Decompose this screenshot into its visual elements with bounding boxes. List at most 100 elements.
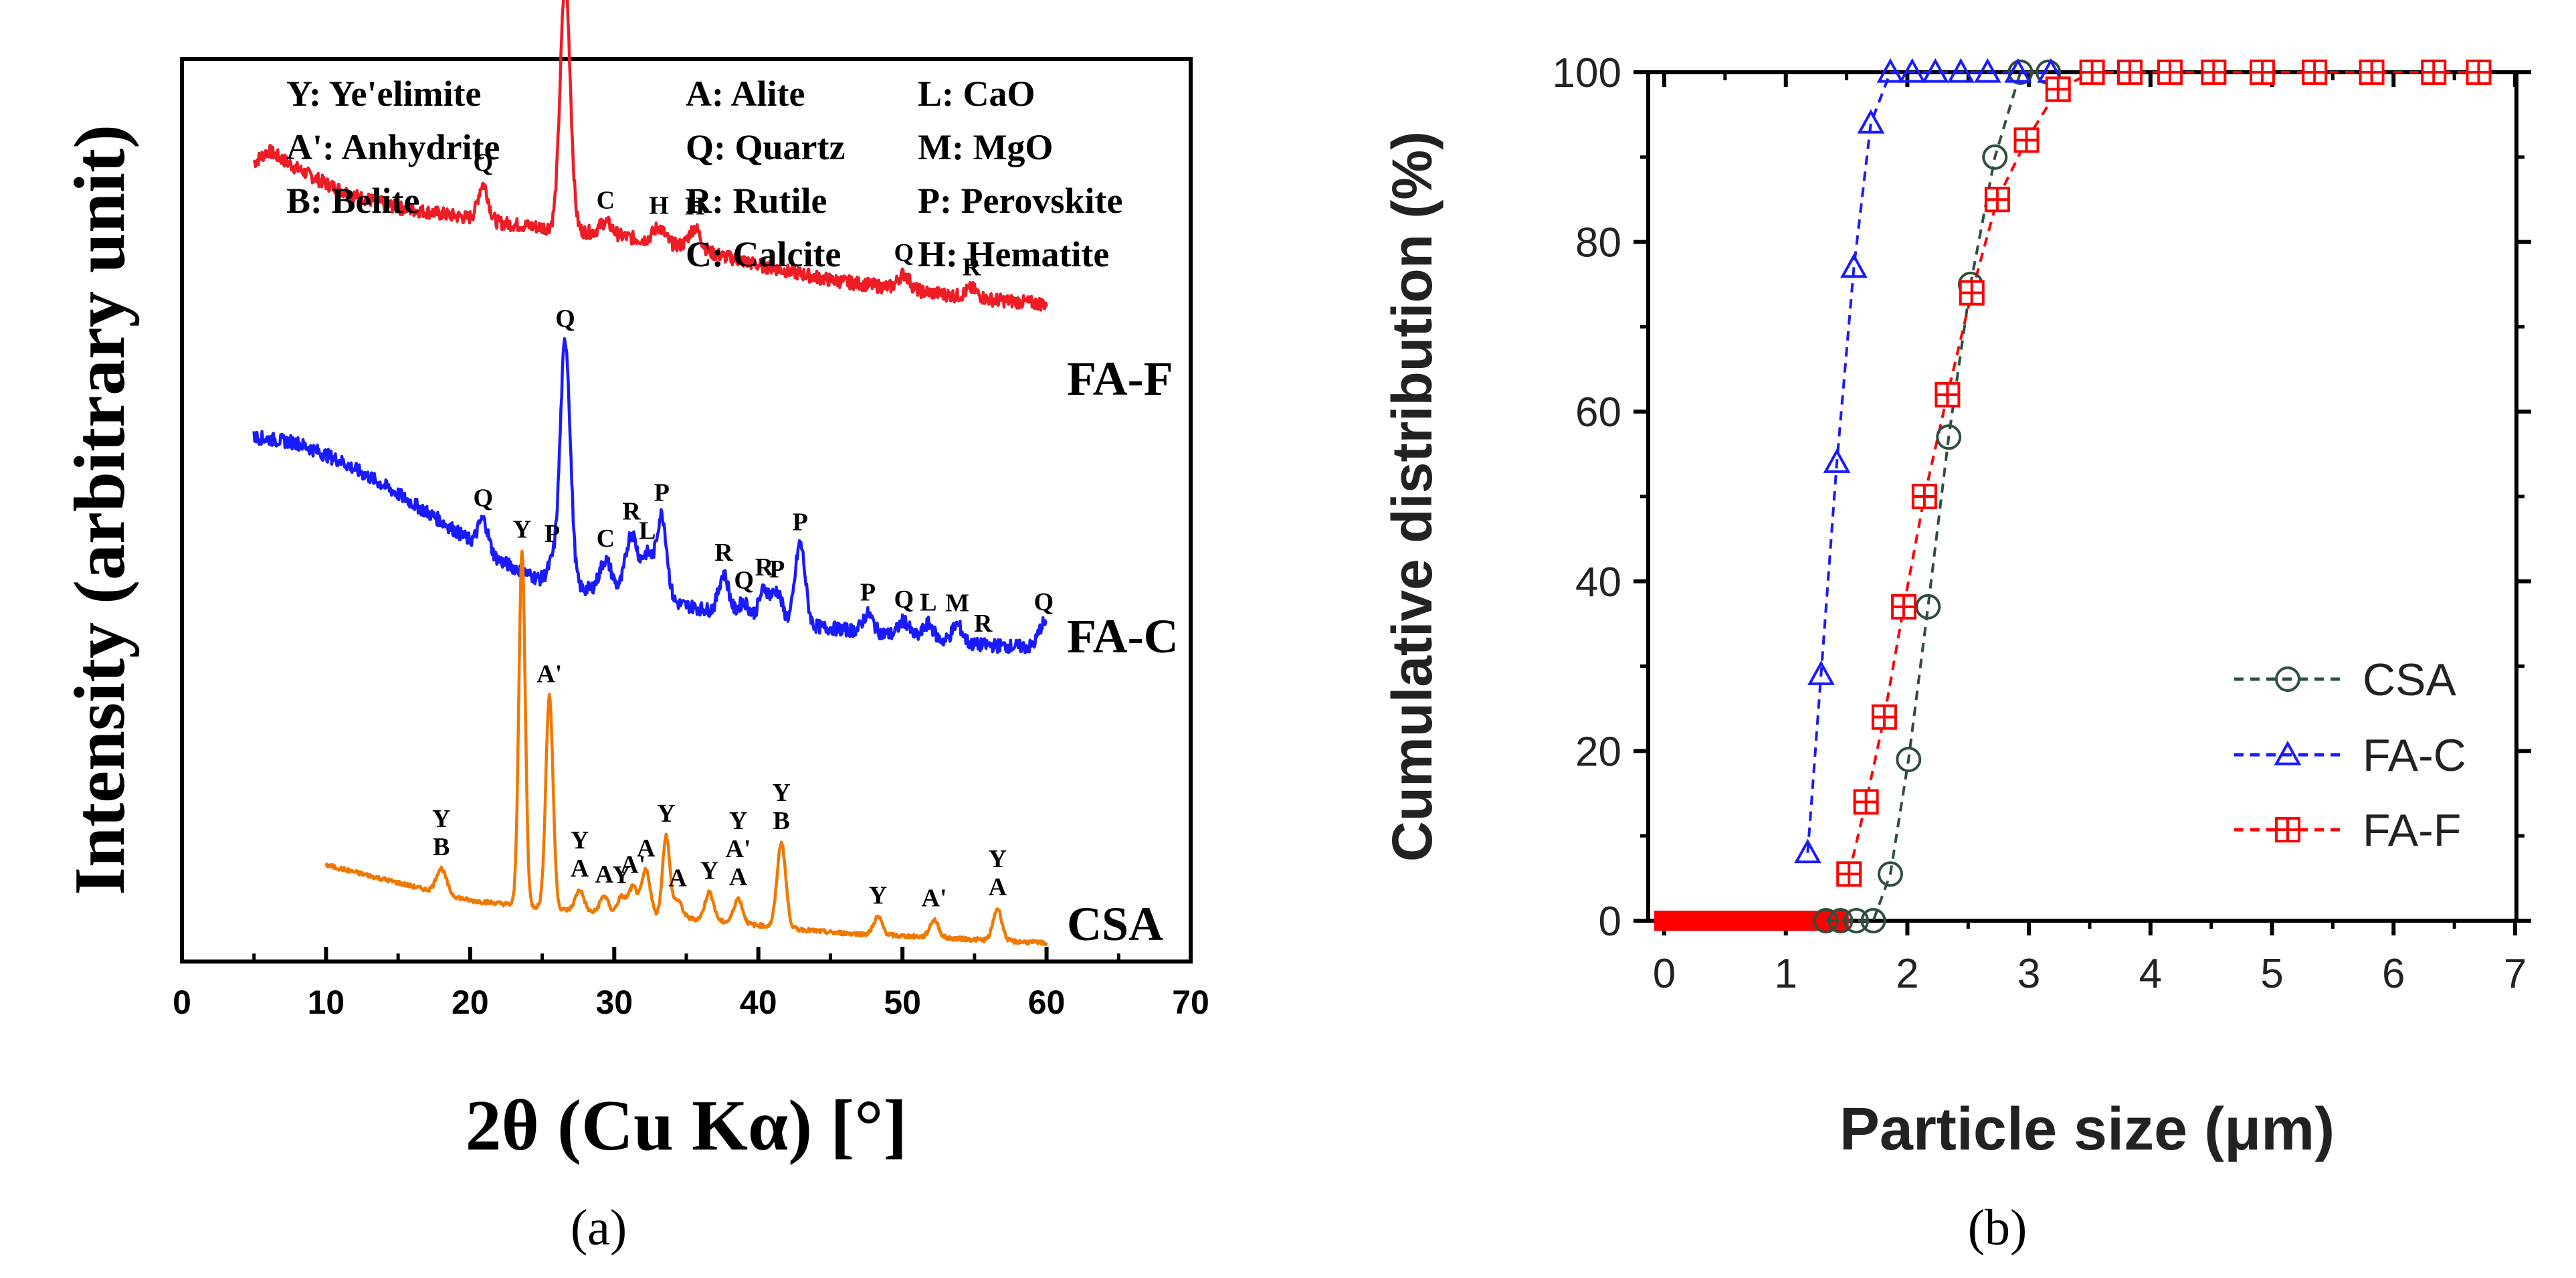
peak-label: A' — [536, 660, 562, 688]
y-axis-label-b: Cumulative distribution (%) — [1381, 131, 1444, 862]
legend-marker-csa — [2275, 666, 2300, 692]
psd-point-fa-f — [2116, 60, 2143, 85]
x-tick-label-a: 50 — [884, 984, 921, 1021]
peak-label: C — [597, 187, 615, 215]
peak-label: H — [649, 192, 669, 220]
peak-label: Q — [894, 585, 914, 614]
psd-legend: CSA FA-C FA-F — [2234, 654, 2466, 856]
xrd-trace-csa — [324, 549, 1048, 947]
peak-label: L — [920, 588, 936, 616]
legend-marker-fa-f — [2275, 817, 2300, 842]
peak-label: A' — [922, 885, 947, 913]
peak-label: M — [945, 589, 969, 617]
psd-line-csa — [1825, 71, 2049, 922]
psd-point-fa-f — [2302, 60, 2328, 85]
y-tick-label-b: 0 — [1599, 899, 1621, 945]
peak-label: R — [714, 539, 733, 567]
trace-label-csa: CSA — [1067, 897, 1163, 951]
psd-point-fa-c — [1947, 58, 1975, 83]
x-tick-label-b: 0 — [1653, 951, 1676, 997]
y-tick-label-b: 60 — [1575, 389, 1621, 436]
psd-point-fa-f — [1890, 594, 1916, 620]
psd-point-csa — [2007, 60, 2034, 85]
peak-label: C — [597, 525, 615, 553]
psd-point-fa-c — [1876, 58, 1904, 83]
x-tick-label-a: 20 — [452, 984, 489, 1021]
psd-point-fa-c — [1823, 448, 1851, 473]
psd-point-fa-f — [2157, 60, 2183, 85]
psd-point-fa-c — [1973, 58, 2001, 83]
x-tick-label-b: 4 — [2139, 951, 2162, 997]
x-tick-label-b: 3 — [2017, 951, 2040, 997]
peak-label: H — [685, 193, 705, 221]
peak-label: R — [622, 497, 641, 525]
psd-point-fa-f — [2250, 60, 2276, 85]
legend-entry: Y: Ye'elimite — [286, 74, 481, 114]
psd-point-csa — [1877, 861, 1903, 887]
peak-label: P — [860, 579, 876, 607]
x-tick-label-b: 7 — [2504, 951, 2527, 997]
x-axis-label-b: Particle size (μm) — [1840, 1096, 2335, 1163]
peak-label: Q — [473, 149, 493, 177]
legend-entry: B: Belite — [286, 181, 419, 221]
legend-entry: Q: Quartz — [686, 127, 845, 167]
peak-label: Y — [513, 515, 531, 543]
psd-point-csa — [1813, 908, 1839, 933]
x-tick-label-a: 30 — [595, 984, 633, 1021]
psd-point-csa — [1860, 908, 1886, 933]
x-tick-label-a: 10 — [308, 984, 345, 1021]
legend-entry: H: Hematite — [918, 234, 1109, 274]
panel-a-xrd: QQCHHQRQPQCRLPRQRPPPQLMRQYBYA'YAAYA'AYAY… — [60, 0, 1209, 1256]
peak-label: Y — [869, 881, 887, 909]
peak-label: Q — [1033, 588, 1054, 616]
legend-entry: P: Perovskite — [918, 181, 1122, 221]
y-tick-label-b: 20 — [1575, 729, 1621, 775]
plot-frame-b — [1646, 70, 2518, 923]
peak-label: Q — [555, 305, 575, 333]
y-axis-label-a: Intensity (arbitrary unit) — [60, 124, 140, 895]
legend-label-fa-f: FA-F — [2363, 805, 2461, 856]
caption-b: (b) — [1968, 1200, 2027, 1256]
x-tick-label-a: 0 — [173, 984, 191, 1021]
psd-point-fa-f — [1853, 789, 1879, 815]
legend-entry: A': Anhydrite — [286, 127, 500, 167]
xrd-trace-fa-f — [252, 0, 1048, 312]
psd-point-fa-c — [1857, 108, 1885, 134]
phase-legend: Y: Ye'elimite A': Anhydrite B: Belite A: Al… — [286, 74, 1122, 274]
psd-series — [1654, 58, 2492, 933]
peak-label: A — [668, 864, 687, 892]
peak-label: R — [963, 253, 981, 281]
legend-entry: A: Alite — [686, 74, 805, 114]
x-tick-label-b: 5 — [2260, 951, 2283, 997]
legend-marker-fa-c — [2274, 740, 2302, 765]
peak-label: A' — [620, 850, 646, 879]
y-tick-label-b: 100 — [1553, 50, 1621, 96]
psd-point-fa-f — [1935, 381, 1961, 407]
psd-point-fa-f — [1871, 704, 1897, 730]
xrd-traces — [252, 0, 1048, 947]
psd-point-fa-f — [2013, 127, 2040, 153]
y-tick-label-b: 40 — [1575, 559, 1621, 606]
psd-point-fa-f — [2421, 60, 2447, 85]
psd-point-fa-c — [1807, 660, 1835, 685]
legend-label-csa: CSA — [2363, 654, 2456, 705]
x-tick-label-a: 70 — [1172, 984, 1209, 1021]
trace-label-fa-c: FA-C — [1067, 610, 1179, 663]
peak-label: P — [793, 509, 808, 537]
legend-label-fa-c: FA-C — [2363, 730, 2466, 781]
psd-point-fa-f — [1984, 187, 2010, 213]
trace-label-fa-f: FA-F — [1067, 352, 1173, 405]
peak-label: Y A' A — [726, 807, 751, 891]
peak-label: A — [637, 834, 656, 862]
psd-point-fa-c — [1921, 58, 1949, 83]
psd-point-fa-f — [2201, 60, 2227, 85]
xrd-peak-labels: QQCHHQRQPQCRLPRQRPPPQLMRQYBYA'YAAYA'AYAY… — [432, 149, 1054, 913]
psd-point-fa-c — [2004, 58, 2032, 83]
xrd-trace-fa-c — [252, 337, 1048, 654]
psd-point-csa — [1896, 747, 1922, 773]
legend-entry: L: CaO — [918, 74, 1035, 114]
